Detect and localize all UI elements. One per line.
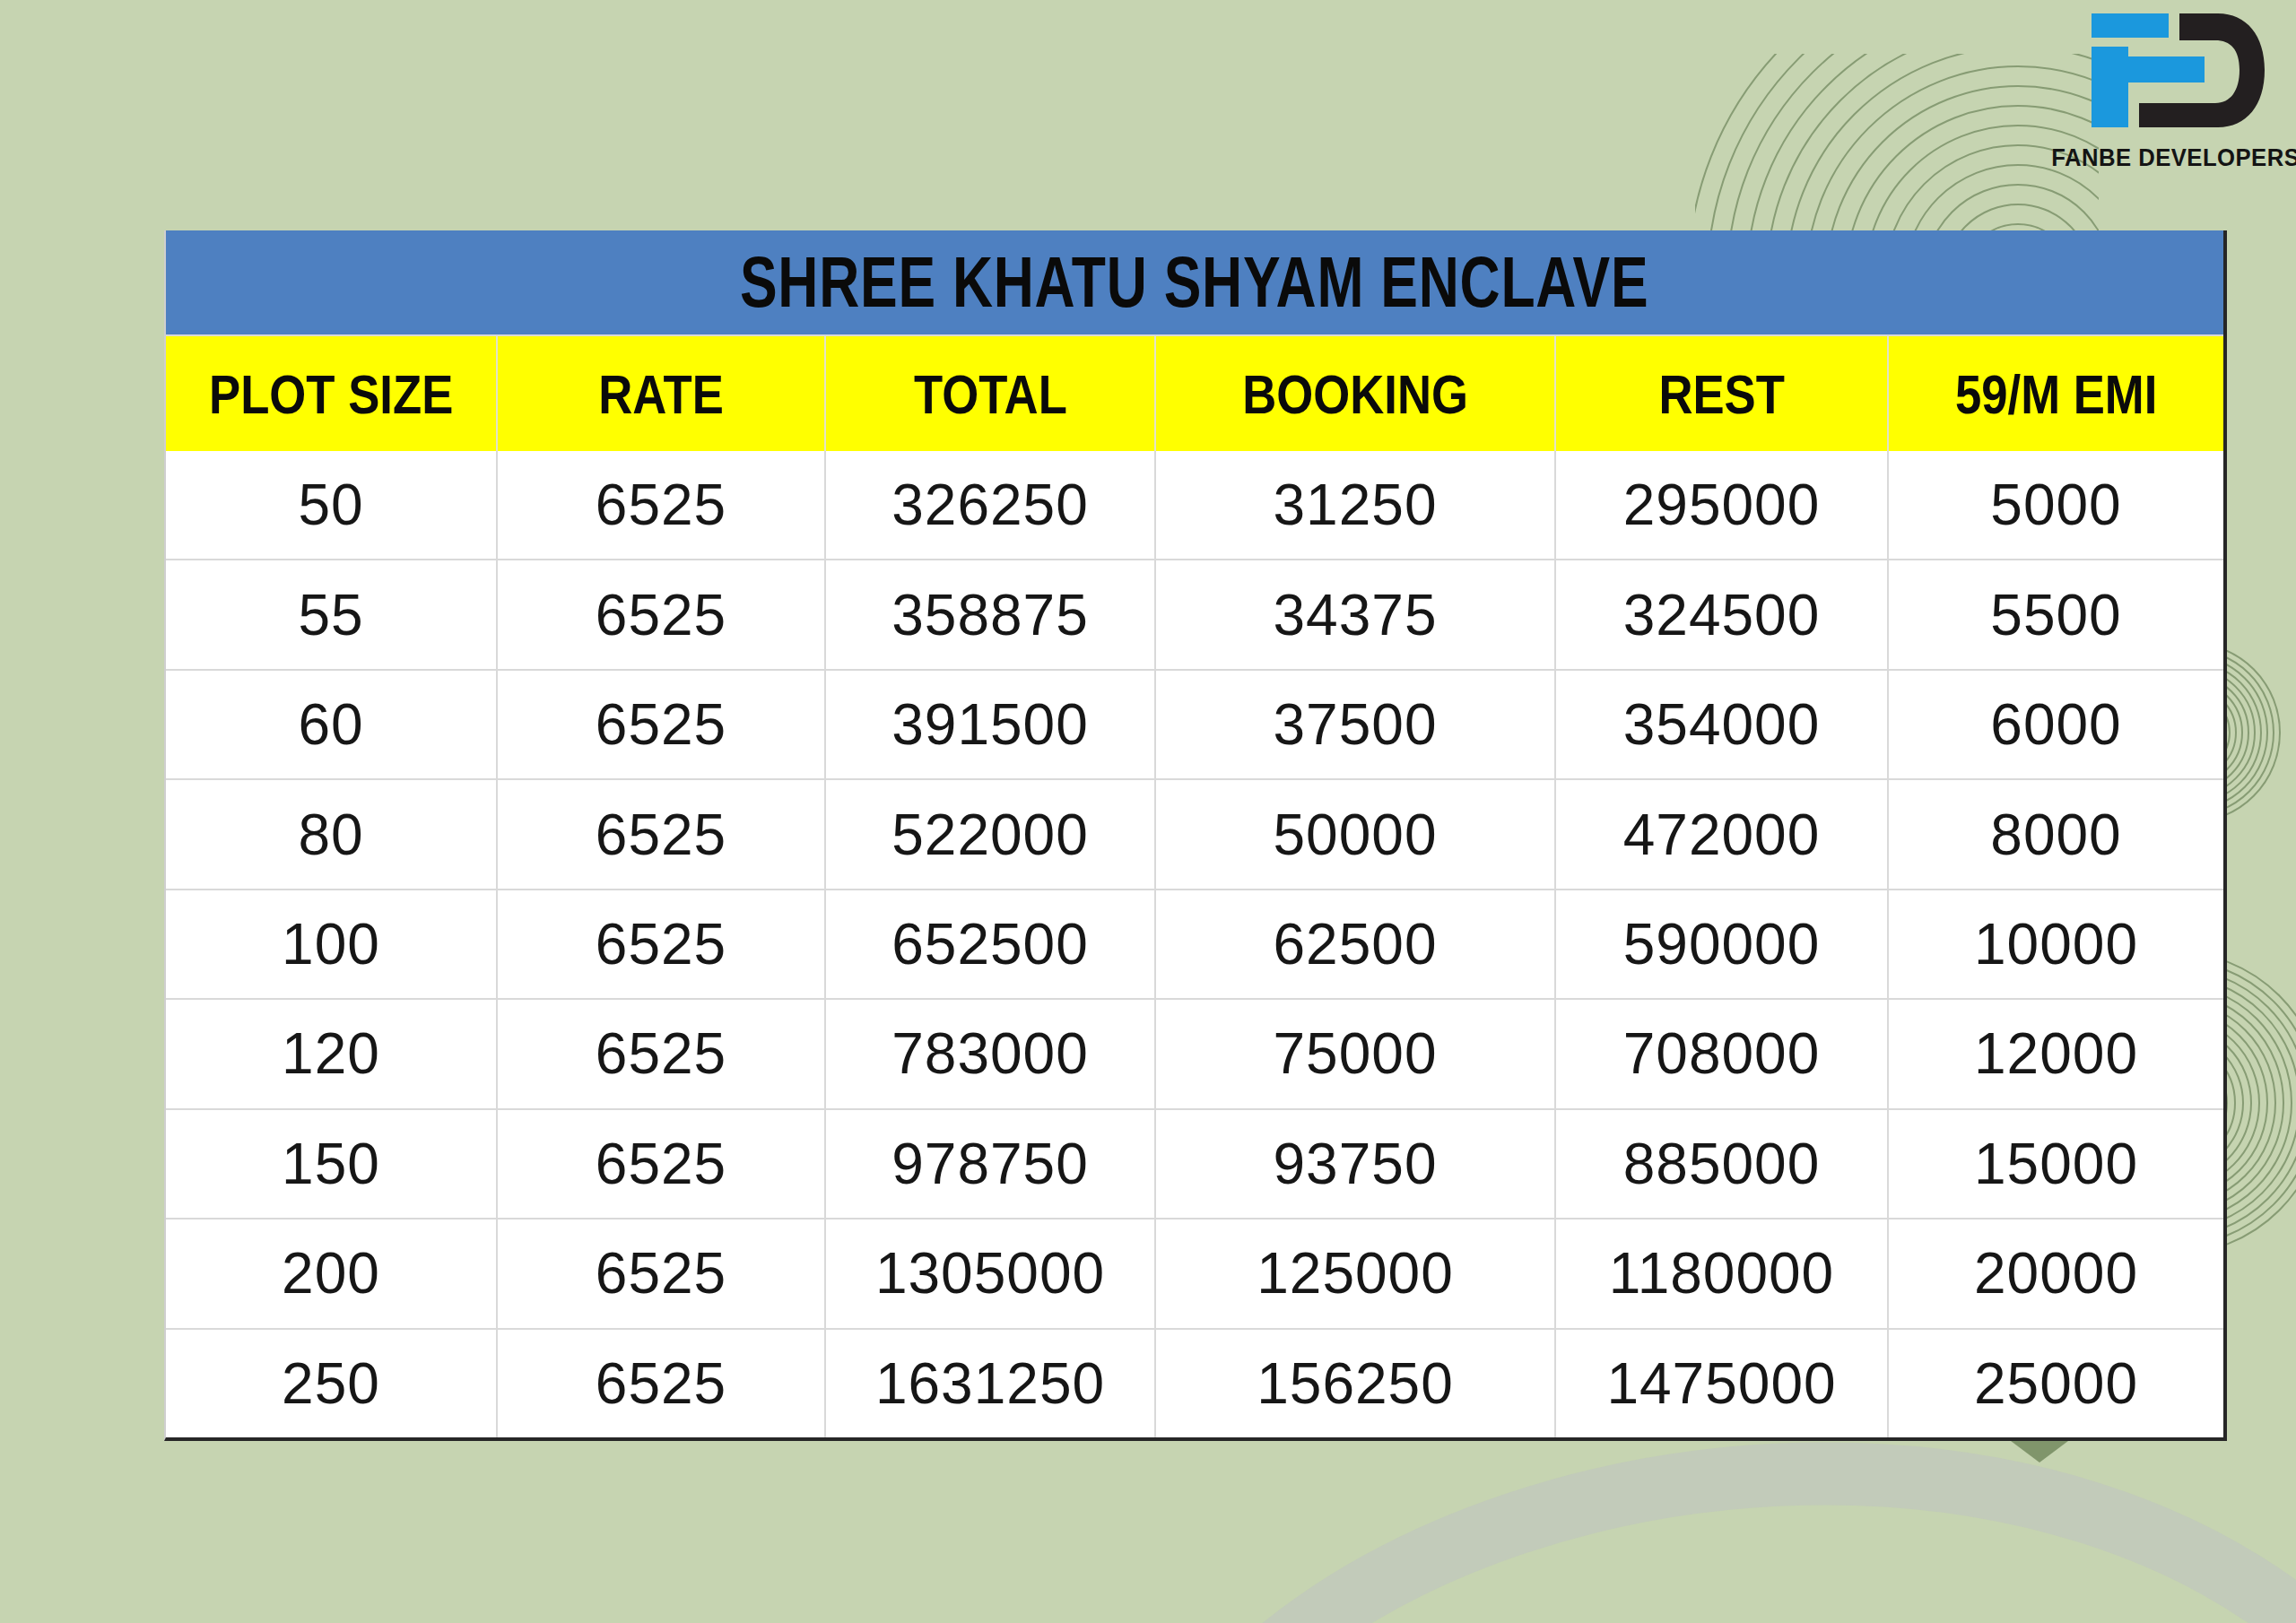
table-cell: 6525 (498, 671, 826, 778)
price-table: SHREE KHATU SHYAM ENCLAVE PLOT SIZE RATE… (164, 230, 2227, 1441)
column-header-total: TOTAL (826, 336, 1156, 451)
table-row: 806525522000500004720008000 (166, 778, 2223, 888)
table-cell: 1305000 (826, 1219, 1156, 1327)
brand-name: FANBE DEVELOPERS (2051, 144, 2296, 172)
table-cell: 120 (166, 1000, 498, 1107)
table-cell: 6525 (498, 1219, 826, 1327)
table-cell: 62500 (1156, 890, 1556, 998)
table-cell: 326250 (826, 451, 1156, 559)
table-cell: 20000 (1889, 1219, 2223, 1327)
column-header-plot-size: PLOT SIZE (166, 336, 498, 451)
table-cell: 6525 (498, 451, 826, 559)
table-row: 606525391500375003540006000 (166, 669, 2223, 778)
table-cell: 6525 (498, 560, 826, 668)
table-row: 556525358875343753245005500 (166, 559, 2223, 668)
table-cell: 5000 (1889, 451, 2223, 559)
table-row: 506525326250312502950005000 (166, 451, 2223, 559)
table-cell: 200 (166, 1219, 498, 1327)
table-cell: 6525 (498, 1330, 826, 1437)
decor-triangle-icon (2011, 1441, 2068, 1462)
column-header-emi: 59/M EMI (1889, 336, 2223, 451)
table-cell: 150 (166, 1110, 498, 1218)
table-cell: 15000 (1889, 1110, 2223, 1218)
table-cell: 156250 (1156, 1330, 1556, 1437)
table-cell: 6525 (498, 1110, 826, 1218)
table-cell: 522000 (826, 780, 1156, 888)
table-cell: 783000 (826, 1000, 1156, 1107)
table-cell: 37500 (1156, 671, 1556, 778)
table-cell: 708000 (1556, 1000, 1889, 1107)
fd-logo-icon (2067, 4, 2283, 139)
table-cell: 80 (166, 780, 498, 888)
table-cell: 250 (166, 1330, 498, 1437)
table-cell: 354000 (1556, 671, 1889, 778)
table-cell: 93750 (1156, 1110, 1556, 1218)
table-cell: 125000 (1156, 1219, 1556, 1327)
table-title-bar: SHREE KHATU SHYAM ENCLAVE (166, 230, 2223, 336)
table-cell: 358875 (826, 560, 1156, 668)
column-header-booking: BOOKING (1156, 336, 1556, 451)
table-cell: 5500 (1889, 560, 2223, 668)
table-cell: 12000 (1889, 1000, 2223, 1107)
table-cell: 55 (166, 560, 498, 668)
table-row: 25065251631250156250147500025000 (166, 1328, 2223, 1437)
table-cell: 34375 (1156, 560, 1556, 668)
fanbe-logo: FANBE DEVELOPERS (2045, 4, 2296, 172)
table-cell: 1180000 (1556, 1219, 1889, 1327)
table-header-row: PLOT SIZE RATE TOTAL BOOKING REST 59/M E… (166, 336, 2223, 451)
table-cell: 8000 (1889, 780, 2223, 888)
table-row: 15065259787509375088500015000 (166, 1108, 2223, 1218)
table-row: 10065256525006250059000010000 (166, 889, 2223, 998)
table-cell: 885000 (1556, 1110, 1889, 1218)
table-row: 20065251305000125000118000020000 (166, 1218, 2223, 1327)
table-cell: 25000 (1889, 1330, 2223, 1437)
table-row: 12065257830007500070800012000 (166, 998, 2223, 1107)
table-cell: 1631250 (826, 1330, 1156, 1437)
table-cell: 391500 (826, 671, 1156, 778)
table-cell: 60 (166, 671, 498, 778)
table-body: 5065253262503125029500050005565253588753… (166, 451, 2223, 1437)
decor-arc-fan-top-icon (1695, 54, 2099, 230)
table-cell: 100 (166, 890, 498, 998)
column-header-rate: RATE (498, 336, 826, 451)
column-header-rest: REST (1556, 336, 1889, 451)
table-cell: 75000 (1156, 1000, 1556, 1107)
table-cell: 6000 (1889, 671, 2223, 778)
table-cell: 10000 (1889, 890, 2223, 998)
table-cell: 1475000 (1556, 1330, 1889, 1437)
table-cell: 6525 (498, 1000, 826, 1107)
table-cell: 295000 (1556, 451, 1889, 559)
table-cell: 6525 (498, 780, 826, 888)
table-cell: 31250 (1156, 451, 1556, 559)
table-cell: 652500 (826, 890, 1156, 998)
table-cell: 324500 (1556, 560, 1889, 668)
table-cell: 590000 (1556, 890, 1889, 998)
table-title: SHREE KHATU SHYAM ENCLAVE (740, 241, 1648, 324)
table-cell: 978750 (826, 1110, 1156, 1218)
table-cell: 50 (166, 451, 498, 559)
table-cell: 472000 (1556, 780, 1889, 888)
table-cell: 50000 (1156, 780, 1556, 888)
table-cell: 6525 (498, 890, 826, 998)
